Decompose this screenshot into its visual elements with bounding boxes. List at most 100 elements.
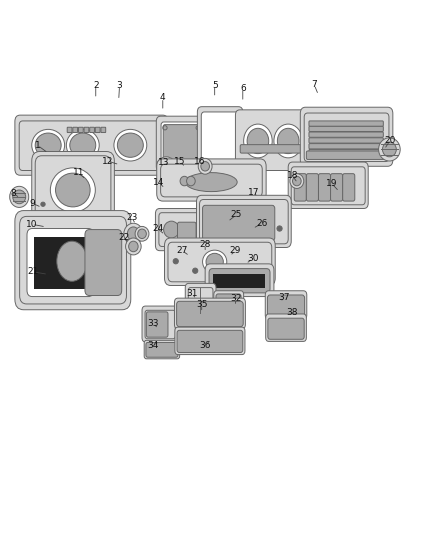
Text: 36: 36 [199,341,211,350]
Ellipse shape [117,133,143,157]
Ellipse shape [277,226,282,231]
Text: 29: 29 [230,246,241,255]
Text: 11: 11 [73,168,84,177]
Text: 4: 4 [160,93,166,102]
FancyBboxPatch shape [142,306,178,342]
Ellipse shape [198,158,212,174]
Text: 38: 38 [286,309,297,318]
FancyBboxPatch shape [216,294,241,318]
Ellipse shape [13,190,26,204]
Text: 5: 5 [212,81,218,90]
FancyBboxPatch shape [15,211,131,310]
FancyBboxPatch shape [300,107,393,166]
Ellipse shape [202,250,227,273]
Ellipse shape [201,161,209,171]
FancyBboxPatch shape [214,291,244,320]
FancyBboxPatch shape [306,151,387,159]
Ellipse shape [185,173,237,191]
FancyBboxPatch shape [27,229,94,296]
Text: 18: 18 [287,171,298,180]
Ellipse shape [35,133,61,157]
Ellipse shape [277,128,299,154]
Ellipse shape [193,268,198,273]
FancyBboxPatch shape [32,151,114,229]
FancyBboxPatch shape [309,132,383,138]
Ellipse shape [41,213,45,217]
FancyBboxPatch shape [201,112,238,163]
Text: 13: 13 [158,158,170,167]
Ellipse shape [138,229,146,239]
FancyBboxPatch shape [78,127,83,133]
Bar [213,274,265,288]
FancyBboxPatch shape [146,342,178,357]
FancyBboxPatch shape [265,291,307,319]
Text: 35: 35 [196,300,208,309]
FancyBboxPatch shape [156,116,206,172]
FancyBboxPatch shape [294,174,306,201]
Ellipse shape [57,241,87,281]
Ellipse shape [382,142,396,157]
FancyBboxPatch shape [177,330,243,352]
Text: 16: 16 [194,157,205,166]
FancyBboxPatch shape [95,127,100,133]
FancyBboxPatch shape [155,208,205,251]
FancyBboxPatch shape [318,174,331,201]
FancyBboxPatch shape [205,264,274,296]
FancyBboxPatch shape [161,122,202,166]
FancyBboxPatch shape [266,314,306,342]
FancyBboxPatch shape [15,115,168,175]
Ellipse shape [41,202,45,206]
FancyBboxPatch shape [73,127,78,133]
FancyBboxPatch shape [198,107,243,167]
Text: 22: 22 [118,233,130,242]
FancyBboxPatch shape [209,269,270,293]
Text: 17: 17 [248,188,259,197]
Text: 37: 37 [278,293,290,302]
Text: 32: 32 [231,294,242,303]
FancyBboxPatch shape [268,318,304,340]
Ellipse shape [187,176,195,186]
FancyBboxPatch shape [202,205,275,241]
Ellipse shape [50,168,95,212]
FancyBboxPatch shape [85,230,122,295]
FancyBboxPatch shape [331,174,343,201]
Text: 8: 8 [11,189,17,198]
FancyBboxPatch shape [288,162,368,208]
Text: 34: 34 [148,341,159,350]
Ellipse shape [66,130,99,161]
Text: 19: 19 [326,179,337,188]
Text: 12: 12 [102,157,113,166]
Ellipse shape [32,130,65,161]
Bar [34,237,87,289]
Text: 21: 21 [27,267,39,276]
Ellipse shape [127,227,139,241]
Ellipse shape [124,223,143,244]
Text: 27: 27 [177,246,188,255]
FancyBboxPatch shape [268,295,304,317]
FancyBboxPatch shape [174,298,245,329]
FancyBboxPatch shape [101,127,106,133]
Ellipse shape [114,130,147,161]
Ellipse shape [290,174,304,189]
FancyBboxPatch shape [165,238,275,286]
Text: 14: 14 [153,177,164,187]
Ellipse shape [135,227,149,241]
FancyBboxPatch shape [309,138,383,143]
FancyBboxPatch shape [146,312,168,337]
FancyBboxPatch shape [67,127,72,133]
Ellipse shape [10,187,29,207]
Text: 20: 20 [384,136,396,146]
Text: 1: 1 [35,141,40,150]
Ellipse shape [126,238,141,255]
Text: 23: 23 [126,214,138,222]
FancyBboxPatch shape [90,127,95,133]
FancyBboxPatch shape [84,127,89,133]
Ellipse shape [274,124,303,158]
Ellipse shape [244,124,272,158]
Text: 26: 26 [257,219,268,228]
Ellipse shape [378,138,400,161]
FancyBboxPatch shape [144,341,180,359]
Ellipse shape [56,173,90,207]
FancyBboxPatch shape [343,174,355,201]
Ellipse shape [173,259,178,264]
